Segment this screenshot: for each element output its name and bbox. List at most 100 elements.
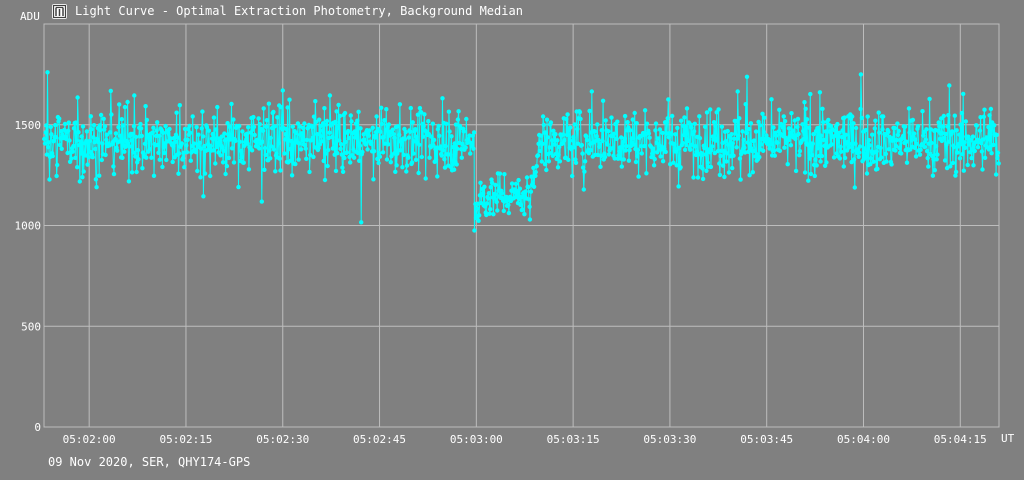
data-point [961,168,966,173]
data-point [50,153,55,159]
data-point [573,157,578,162]
data-point [400,165,405,170]
data-point [215,104,220,110]
data-point [397,132,402,137]
data-point [911,131,917,136]
data-point [618,156,623,161]
data-point [697,136,703,141]
data-point [726,142,731,147]
data-point [274,151,279,156]
data-point [782,145,787,150]
data-point [489,180,495,185]
data-point [589,89,594,94]
data-point [135,147,141,153]
data-point [266,101,272,106]
data-point [896,128,901,134]
data-point [155,142,161,148]
data-point [866,138,872,143]
data-point [582,169,587,174]
data-point [851,121,856,126]
data-point [660,159,666,164]
data-point [849,159,854,165]
data-point [456,109,461,114]
data-point [722,174,727,180]
data-point [757,123,763,128]
data-point [349,119,354,124]
data-point [738,177,743,182]
data-point [777,107,782,113]
data-point [81,169,86,174]
data-point [796,131,801,137]
data-point [352,129,357,134]
data-point [475,206,480,211]
data-point [264,124,269,129]
data-point [571,134,576,140]
data-point [614,136,619,141]
data-point [154,128,159,133]
window-title-bar: Light Curve - Optimal Extraction Photome… [52,2,523,20]
data-point [934,157,939,162]
data-point [359,220,364,225]
data-point [104,132,110,137]
data-point [125,99,130,105]
data-point [653,121,659,126]
data-point [851,157,857,162]
data-point [704,168,709,173]
data-point [573,160,579,165]
data-point [703,152,708,157]
data-point [744,130,749,136]
data-point [104,137,109,143]
data-point [879,155,884,160]
data-point [810,153,815,158]
data-point [972,148,977,154]
data-point [921,129,926,135]
data-point [263,152,268,158]
data-point [894,137,899,143]
data-point [134,169,139,175]
data-point [985,137,990,142]
data-point [768,137,773,143]
data-point [191,141,197,146]
data-point [436,123,441,129]
data-point [839,134,845,140]
data-point [260,128,266,133]
data-point [395,124,401,129]
data-point [280,88,285,93]
data-point [46,145,51,150]
data-point [506,202,511,208]
data-point [311,154,316,160]
data-point [393,169,398,174]
data-point [756,119,761,125]
data-point [544,117,550,122]
data-point [580,151,585,156]
data-point [695,175,701,180]
data-point [736,133,741,138]
data-point [122,104,128,110]
data-point [290,124,295,129]
data-point [939,138,945,144]
data-point [959,142,964,147]
data-point [391,151,397,156]
data-point [623,148,628,153]
data-point [444,121,449,127]
data-point [753,129,759,134]
y-tick-label: 500 [21,320,41,333]
data-point [570,138,575,143]
data-point [741,137,746,143]
light-curve-app-icon[interactable] [52,3,67,19]
data-point [252,132,257,138]
data-point [970,134,976,139]
data-point [856,154,861,159]
data-point [598,164,603,169]
data-point [686,138,691,144]
data-point [821,120,826,125]
data-point [639,144,644,149]
data-point [996,161,1001,166]
data-point [386,142,391,147]
data-point [226,155,232,161]
data-point [721,148,726,153]
data-point [71,143,76,149]
data-point [327,93,333,98]
data-point [251,124,257,130]
data-point [571,145,577,150]
